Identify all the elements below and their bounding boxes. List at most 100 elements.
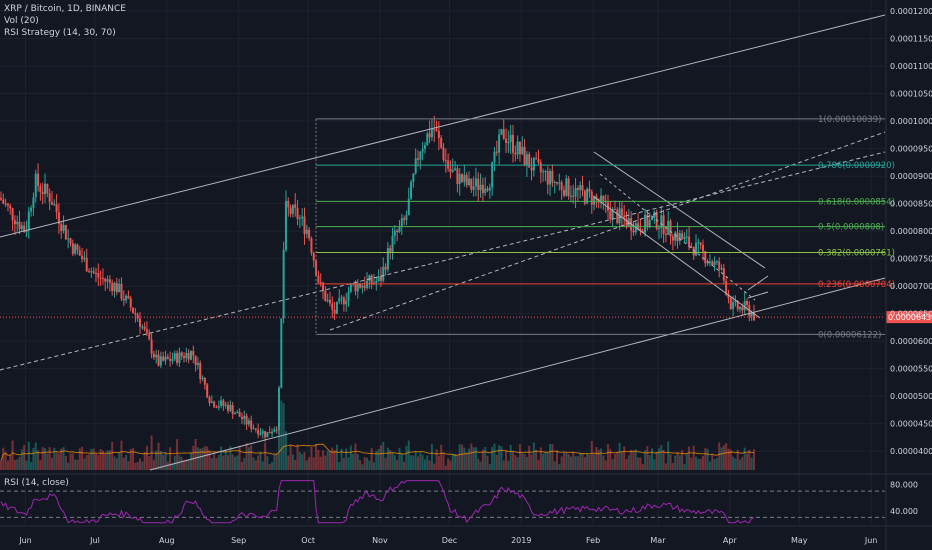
- candle-body: [359, 284, 362, 288]
- volume-bar: [456, 454, 459, 470]
- candle-body: [23, 225, 26, 232]
- candle-body: [185, 353, 188, 359]
- volume-bar: [268, 464, 271, 470]
- volume-bar: [632, 450, 635, 470]
- candle-body: [99, 277, 102, 279]
- volume-bar: [451, 453, 454, 470]
- candle-body: [192, 351, 195, 356]
- volume-bar: [254, 460, 257, 470]
- candle-body: [157, 354, 160, 366]
- volume-bar: [752, 449, 755, 470]
- volume-bar: [233, 456, 236, 470]
- volume-bar: [708, 461, 711, 470]
- volume-bar: [660, 445, 663, 470]
- candle-body: [419, 151, 422, 160]
- descending-channel-lower: [593, 196, 761, 319]
- volume-bar: [433, 463, 436, 470]
- volume-bar: [25, 460, 28, 470]
- candle-body: [166, 356, 169, 359]
- volume-bar: [382, 441, 385, 470]
- volume-bar: [581, 453, 584, 470]
- volume-bar: [92, 448, 95, 470]
- volume-bar: [201, 447, 204, 470]
- candle-body: [189, 351, 192, 360]
- volume-bar: [328, 451, 331, 470]
- volume-bar: [428, 460, 431, 470]
- volume-bar: [266, 456, 269, 470]
- candle-body: [491, 162, 494, 188]
- volume-bar: [391, 451, 394, 470]
- volume-bar: [176, 439, 179, 470]
- candle-body: [722, 268, 725, 281]
- volume-bars: [0, 400, 755, 470]
- fib-level-label: 0.236(0.0000704): [818, 280, 895, 290]
- volume-bar: [507, 460, 510, 470]
- candle-body: [13, 220, 16, 225]
- candle-body: [317, 275, 320, 283]
- volume-bar: [224, 449, 227, 470]
- chart-title: XRP / Bitcoin, 1D, BINANCE: [4, 4, 126, 14]
- volume-bar: [567, 453, 570, 470]
- candle-body: [363, 285, 366, 288]
- volume-bar: [488, 463, 491, 470]
- candle-body: [278, 387, 281, 430]
- volume-bar: [338, 462, 341, 470]
- volume-bar: [0, 460, 2, 470]
- rsi-line: [0, 480, 754, 524]
- volume-bar: [440, 444, 443, 470]
- candle-body: [141, 326, 144, 328]
- volume-bar: [101, 450, 104, 470]
- candle-body: [291, 204, 294, 214]
- volume-bar: [525, 456, 528, 470]
- descending-channel-upper: [593, 151, 766, 269]
- volume-bar: [602, 455, 605, 470]
- volume-bar: [648, 454, 651, 470]
- volume-bar: [505, 451, 508, 470]
- volume-bar: [155, 450, 158, 470]
- volume-bar: [305, 460, 308, 470]
- volume-bar: [692, 445, 695, 470]
- volume-bar: [271, 461, 274, 470]
- candle-body: [646, 214, 649, 228]
- volume-legend[interactable]: Vol (20): [4, 16, 39, 26]
- candle-body: [454, 168, 457, 171]
- candle-body: [264, 431, 267, 438]
- volume-bar: [516, 457, 519, 470]
- candle-body: [247, 420, 250, 425]
- rsi-legend[interactable]: RSI (14, close): [4, 478, 69, 488]
- volume-bar: [701, 455, 704, 470]
- volume-bar: [39, 460, 42, 470]
- volume-bar: [449, 460, 452, 470]
- volume-bar: [222, 455, 225, 470]
- candle-body: [356, 284, 359, 292]
- volume-bar: [361, 464, 364, 470]
- volume-bar: [48, 447, 51, 470]
- candle-body: [456, 168, 459, 185]
- candle-body: [333, 309, 336, 314]
- volume-bar: [139, 458, 142, 470]
- volume-bar: [13, 459, 16, 470]
- volume-bar: [630, 450, 633, 470]
- candle-body: [398, 225, 401, 232]
- candle-body: [370, 275, 373, 284]
- volume-bar: [722, 445, 725, 470]
- volume-bar: [99, 449, 102, 470]
- volume-bar: [514, 455, 517, 470]
- candle-body: [681, 233, 684, 240]
- candle-body: [94, 272, 97, 274]
- candle-body: [150, 339, 153, 354]
- volume-bar: [711, 454, 714, 470]
- volume-bar: [745, 453, 748, 470]
- strategy-legend[interactable]: RSI Strategy (14, 30, 70): [4, 28, 116, 38]
- candle-body: [407, 198, 410, 216]
- volume-bar: [706, 448, 709, 470]
- volume-bar: [57, 453, 60, 470]
- candle-body: [48, 193, 51, 203]
- volume-bar: [347, 457, 350, 470]
- candle-body: [55, 204, 58, 213]
- volume-bar: [509, 444, 512, 470]
- volume-bar: [106, 450, 109, 470]
- candle-body: [706, 262, 709, 264]
- volume-bar: [560, 456, 563, 470]
